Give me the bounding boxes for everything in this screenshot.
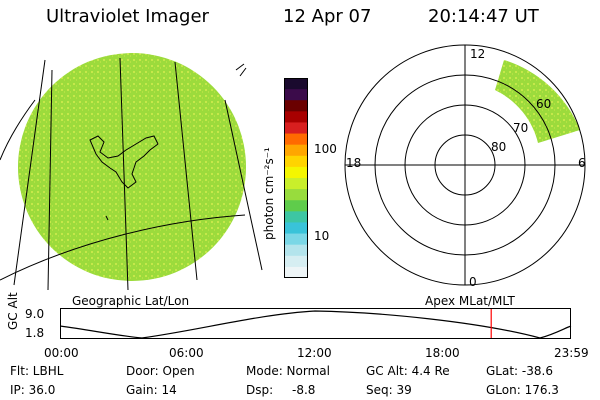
polar-plot: 12 18 6 0 60 70 80 <box>344 44 586 289</box>
mlt-0: 0 <box>469 275 477 289</box>
colorbar-segment <box>284 178 308 190</box>
mlt-18: 18 <box>346 156 361 170</box>
geo-grid <box>0 57 263 290</box>
polar-rings <box>344 44 586 286</box>
colorbar-segment <box>284 133 308 146</box>
colorbar-segment <box>284 111 308 123</box>
colorbar-segment <box>284 244 308 257</box>
timeline-plot <box>60 308 572 339</box>
mlt-12: 12 <box>470 47 485 61</box>
tick-0600: 06:00 <box>169 346 204 360</box>
coastline <box>89 135 159 189</box>
geo-caption: Geographic Lat/Lon <box>72 294 190 308</box>
small-coast-mark <box>235 63 247 77</box>
status-mode: Mode: Normal <box>246 364 330 378</box>
colorbar-segment <box>284 78 308 90</box>
timeline-ymin: 1.8 <box>25 326 45 340</box>
tick-0000: 00:00 <box>44 346 79 360</box>
colorbar-unit-label: photon cm⁻²s⁻¹ <box>262 147 276 240</box>
colorbar-segment <box>284 89 308 101</box>
colorbar-segment <box>284 233 308 246</box>
tick-1800: 18:00 <box>425 346 460 360</box>
status-dsp-label: Dsp: <box>246 383 274 397</box>
polar-caption: Apex MLat/MLT <box>425 294 515 308</box>
timeline-ymax: 9.0 <box>25 307 45 321</box>
colorbar-segment <box>284 189 308 201</box>
polar-image-wedge <box>495 60 580 143</box>
status-ip: IP: 36.0 <box>10 383 56 397</box>
mlat-70: 70 <box>513 121 528 135</box>
status-dsp-value: -8.8 <box>292 383 316 397</box>
status-seq: Seq: 39 <box>366 383 412 397</box>
colorbar-segment <box>284 211 308 223</box>
date-label: 12 Apr 07 <box>283 6 372 27</box>
mlat-60: 60 <box>536 97 551 111</box>
time-label: 20:14:47 UT <box>428 6 539 27</box>
island-mark <box>105 215 109 221</box>
colorbar-tick-10: 10 <box>314 229 330 243</box>
colorbar-segment <box>284 122 308 135</box>
colorbar-segment <box>284 255 308 268</box>
colorbar-segment <box>284 266 308 278</box>
status-gain: Gain: 14 <box>126 383 177 397</box>
geographic-image-panel <box>0 53 263 290</box>
colorbar-segment <box>284 100 308 112</box>
colorbar-segment <box>284 200 308 212</box>
status-door: Door: Open <box>126 364 195 378</box>
colorbar-segment <box>284 155 308 168</box>
instrument-title: Ultraviolet Imager <box>46 6 209 27</box>
mlt-6: 6 <box>578 156 586 170</box>
colorbar-frame <box>284 78 308 278</box>
colorbar-segment <box>284 222 308 235</box>
tick-1200: 12:00 <box>297 346 332 360</box>
tick-2359: 23:59 <box>554 346 589 360</box>
mlat-80: 80 <box>491 140 506 154</box>
status-gc-alt: GC Alt: 4.4 Re <box>366 364 450 378</box>
uv-disk <box>18 53 246 281</box>
colorbar-tick-100: 100 <box>314 142 337 156</box>
altitude-curve <box>60 310 572 339</box>
status-flt: Flt: LBHL <box>10 364 64 378</box>
colorbar-segment <box>284 144 308 157</box>
colorbar-segment <box>284 166 308 179</box>
status-glon: GLon: 176.3 <box>486 383 559 397</box>
colorbar <box>284 78 308 278</box>
status-glat: GLat: -38.6 <box>486 364 553 378</box>
timeline-axis-label: GC Alt <box>6 292 20 330</box>
